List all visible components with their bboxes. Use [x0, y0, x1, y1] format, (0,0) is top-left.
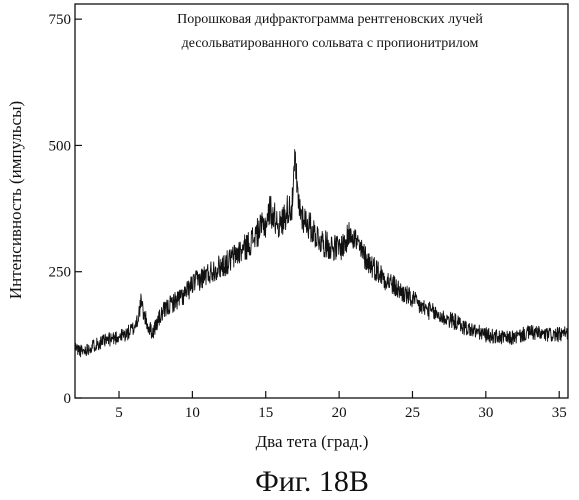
y-axis-ticks: 0 250 500 750 [49, 12, 82, 407]
y-tick-label: 250 [49, 265, 72, 281]
y-axis-title: Интенсивность (импульсы) [6, 101, 25, 299]
figure-caption: Фиг. 18В [255, 465, 369, 498]
series-line-xrpd-pattern [74, 149, 569, 358]
x-tick-label: 15 [258, 405, 273, 421]
x-axis-title: Два тета (град.) [256, 432, 369, 451]
y-tick-label: 750 [49, 12, 72, 28]
plot-frame [74, 3, 569, 399]
x-tick-label: 20 [332, 405, 347, 421]
x-tick-label: 5 [115, 405, 123, 421]
chart-title-line-1: Порошковая дифрактограмма рентгеновских … [177, 12, 483, 27]
series-group [74, 149, 569, 358]
x-tick-label: 25 [405, 405, 420, 421]
x-tick-label: 30 [478, 405, 493, 421]
x-tick-label: 35 [552, 405, 567, 421]
chart-title-line-2: десольватированного сольвата с пропионит… [182, 36, 479, 51]
x-axis-ticks: 5 10 15 20 25 30 35 [115, 391, 567, 421]
y-tick-label: 0 [64, 391, 72, 407]
y-tick-label: 500 [49, 138, 72, 154]
x-tick-label: 10 [185, 405, 200, 421]
